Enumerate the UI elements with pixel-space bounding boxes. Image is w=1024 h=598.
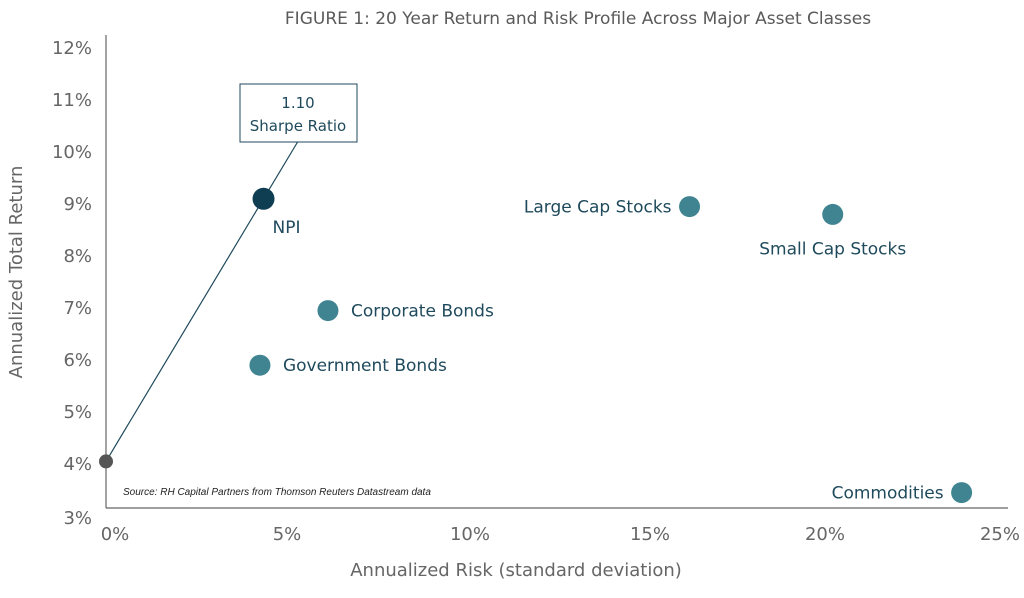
data-point — [317, 300, 339, 322]
risk-free-point — [99, 454, 113, 469]
x-tick-label: 15% — [630, 524, 670, 545]
sharpe-callout: 1.10 Sharpe Ratio — [239, 83, 358, 143]
chart-title: FIGURE 1: 20 Year Return and Risk Profil… — [285, 9, 871, 29]
y-axis-label: Annualized Total Return — [6, 166, 27, 379]
y-tick-label: 4% — [63, 454, 92, 475]
y-tick-label: 6% — [63, 350, 92, 371]
y-tick-label: 12% — [52, 38, 92, 59]
source-note: Source: RH Capital Partners from Thomson… — [123, 487, 431, 498]
y-tick-label: 7% — [63, 298, 92, 319]
data-point-label: Commodities — [832, 484, 944, 504]
data-point-label: NPI — [273, 218, 301, 238]
tick-labels: 0% 5% 10% 15% 20% 25% 3% 4% 5% 6% 7% 8% 9% 10% 11% 12% — [52, 38, 1020, 545]
y-tick-label: 9% — [63, 194, 92, 215]
y-tick-label: 11% — [52, 90, 92, 111]
y-tick-label: 8% — [63, 246, 92, 267]
data-point — [951, 482, 973, 504]
data-point-label: Corporate Bonds — [351, 302, 494, 322]
x-tick-label: 5% — [273, 524, 302, 545]
callout-box — [239, 83, 358, 143]
sharpe-label: Sharpe Ratio — [250, 117, 346, 135]
y-tick-label: 10% — [52, 142, 92, 163]
data-point — [679, 196, 701, 218]
x-tick-label: 20% — [805, 524, 845, 545]
x-tick-label: 10% — [450, 524, 490, 545]
data-point — [249, 354, 271, 376]
data-point-label: Small Cap Stocks — [759, 239, 906, 259]
sharpe-value: 1.10 — [281, 94, 314, 112]
y-tick-label: 3% — [63, 508, 92, 529]
data-point-label: Large Cap Stocks — [524, 198, 672, 218]
y-tick-label: 5% — [63, 402, 92, 423]
data-marks: NPI Large Cap Stocks Small Cap Stocks Corpo… — [99, 141, 973, 504]
data-point — [822, 203, 844, 225]
data-point-label: Government Bonds — [283, 356, 447, 376]
data-point — [252, 187, 275, 210]
x-axis-label: Annualized Risk (standard deviation) — [350, 560, 682, 581]
x-tick-label: 25% — [980, 524, 1020, 545]
axes — [105, 35, 1008, 509]
x-tick-label: 0% — [101, 524, 130, 545]
